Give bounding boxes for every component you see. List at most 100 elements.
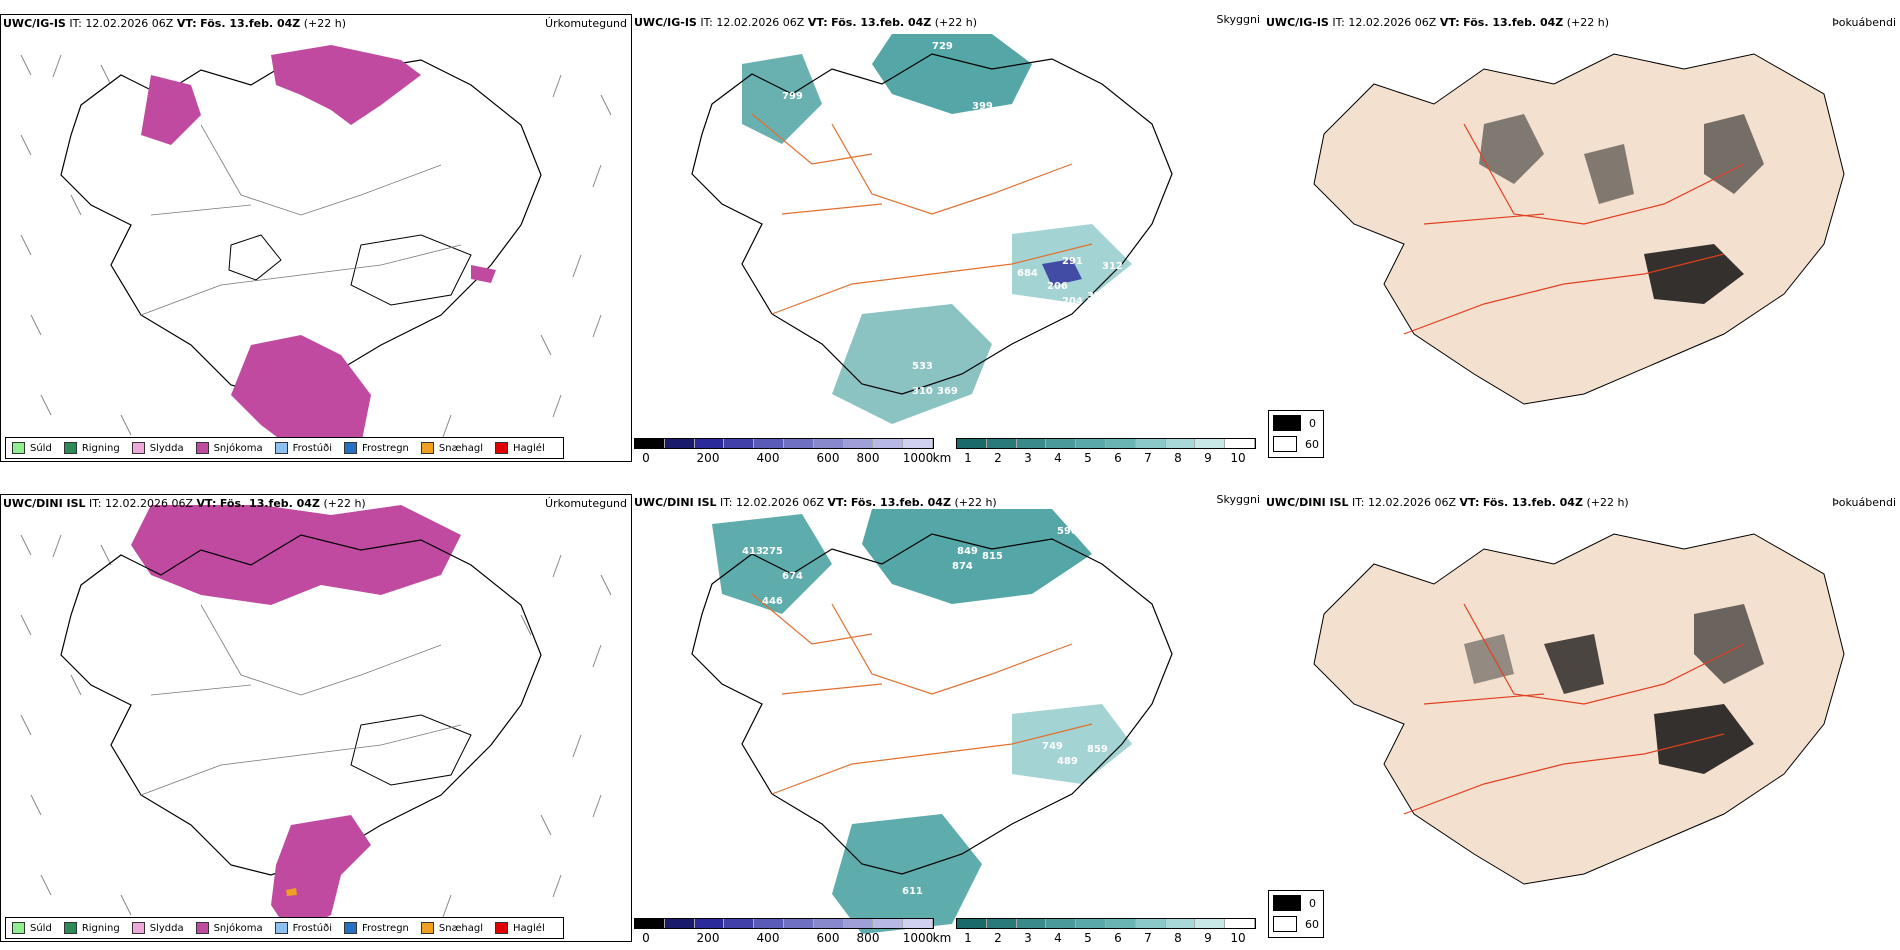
colorbar-ticks: m 0 200 400 600 800 1000 [634,449,934,462]
precip-type-panel-row2: UWC/DINI ISL IT: 12.02.2026 06Z VT: Fös.… [0,494,632,942]
vis-label: 310 [912,386,933,397]
legend-item-drizzle: Súld [12,922,52,934]
legend-swatch [344,442,357,454]
iceland-map-visibility-row2: 275 674 446 874 849 815 590 979 749 859 … [691,509,1173,934]
vt-label: VT: [176,17,197,30]
precip-legend: Súld Rigning Slydda Snjókoma Frostúði Fr… [5,437,564,459]
visibility-navy-east [1042,259,1082,286]
svg-text:859: 859 [1087,744,1108,755]
tick: 600 [816,451,840,462]
panel-title: Úrkomutegund [545,17,627,30]
fog-dark-patch [1644,244,1744,304]
legend-item-sleet: Slydda [131,922,184,934]
tick: 200 [696,451,720,462]
svg-text:674: 674 [782,571,803,582]
visibility-m-colorbar: m 0 200 400 600 800 1000 [634,438,934,462]
it-value: 12.02.2026 06Z [85,17,174,30]
fog-legend-row2: 0 60 [1268,890,1324,938]
tick: 400 [756,451,780,462]
vis-label: 369 [937,386,958,397]
panel-header: UWC/IG-IS IT: 12.02.2026 06Z VT: Fös. 13… [3,17,346,31]
legend-item-snow: Snjókoma [195,442,263,454]
visibility-km-colorbar: km 1 2 3 4 5 6 7 8 9 10 [932,918,1256,942]
roads [1403,123,1745,335]
svg-text:979: 979 [1087,521,1108,532]
fog-dark-patch [1544,634,1604,694]
vis-label: 206 [1047,281,1068,292]
vis-label: 291 [1062,256,1083,267]
tick: 0 [642,451,650,462]
legend-item-snow: Snjókoma [195,922,263,934]
fog-swatch-white [1273,436,1297,452]
svg-text:749: 749 [1042,741,1063,752]
legend-item-drizzle: Súld [12,442,52,454]
iceland-outline [60,54,542,396]
fog-index-panel-row1: UWC/IG-IS IT: 12.02.2026 06Z VT: Fös. 13… [1264,14,1900,462]
visibility-panel-row1: 799 399 149 729 291 312 204 206 372 533 … [632,14,1264,462]
vis-label: 312 [1102,261,1123,272]
panel-header: UWC/DINI ISL IT: 12.02.2026 06Z VT: Fös.… [634,496,997,509]
iceland-map-fog-row1 [1313,53,1845,405]
legend-item-rain: Rigning [63,922,120,934]
legend-item-freezing-drizzle: Frostúði [274,442,332,454]
iceland-map-visibility-row1: 799 399 149 729 291 312 204 206 372 533 … [691,34,1173,424]
legend-item-snow-pellets: Snæhagl [420,922,483,934]
legend-item-snow-pellets: Snæhagl [420,442,483,454]
roads [751,593,1093,795]
visibility-teal-west [742,54,822,144]
iceland-land [1313,533,1845,885]
visibility-teal-south [832,304,992,424]
snow-area-south [231,335,371,455]
visibility-panel-row2: 275 674 446 874 849 815 590 979 749 859 … [632,494,1264,942]
legend-item-hail: Haglél [495,442,545,454]
model-name: UWC/IG-IS [3,17,66,30]
legend-swatch [12,442,25,454]
legend-swatch [131,442,145,454]
visibility-teal-north [872,34,1032,114]
snow-area-north [271,45,421,125]
iceland-outline [691,533,1173,875]
iceland-land [1313,53,1845,405]
legend-swatch [420,442,434,454]
svg-text:611: 611 [902,886,923,897]
vis-label: 799 [782,91,803,102]
legend-item-rain: Rigning [63,442,120,454]
iceland-outline [691,53,1173,395]
svg-text:590: 590 [1057,526,1078,537]
visibility-km-colorbar: km 1 2 3 4 5 6 7 8 9 10 [933,438,1256,462]
vt-value: Fös. 13.feb. 04Z [200,17,301,30]
snow-area-east [471,265,496,283]
roads [140,604,462,796]
snow-area-north [131,505,461,605]
iceland-outline [60,534,542,876]
vis-label: 729 [932,41,953,52]
colorbar-ticks: m 0 200 400 600 800 1000 [642,931,934,942]
legend-swatch [274,442,288,454]
vis-label: 372 [1087,291,1108,302]
legend-item-hail: Haglél [495,922,545,934]
roads [751,113,1093,315]
colorbar-unit: km [932,451,952,462]
colorbar-ticks: km 1 2 3 4 5 6 7 8 9 10 [932,931,1246,942]
svg-text:446: 446 [762,596,783,607]
legend-item-freezing-rain: Frostregn [344,442,409,454]
colorbar-ticks: km 1 2 3 4 5 6 7 8 9 10 [933,449,1256,462]
vis-label: 149 [942,246,963,257]
roads [1403,603,1745,815]
tick: 1000 [902,451,934,462]
svg-text:874: 874 [952,561,973,572]
vis-label: 204 [1062,296,1083,307]
legend-item-freezing-drizzle: Frostúði [274,922,332,934]
svg-text:849: 849 [957,546,978,557]
svg-text:815: 815 [982,551,1003,562]
visibility-teal-east [1012,704,1132,784]
panel-title: Skyggni [1216,14,1260,26]
fog-swatch-black [1273,415,1301,431]
panel-header: UWC/DINI ISL IT: 12.02.2026 06Z VT: Fös.… [3,497,366,510]
svg-text:275: 275 [762,546,783,557]
panel-header: UWC/IG-IS IT: 12.02.2026 06Z VT: Fös. 13… [1266,16,1610,29]
panel-title: Þokuábendi [1832,496,1896,509]
visibility-teal-south [832,814,982,934]
fog-legend-item: 0 [1273,894,1319,912]
legend-item-freezing-rain: Frostregn [344,922,409,934]
